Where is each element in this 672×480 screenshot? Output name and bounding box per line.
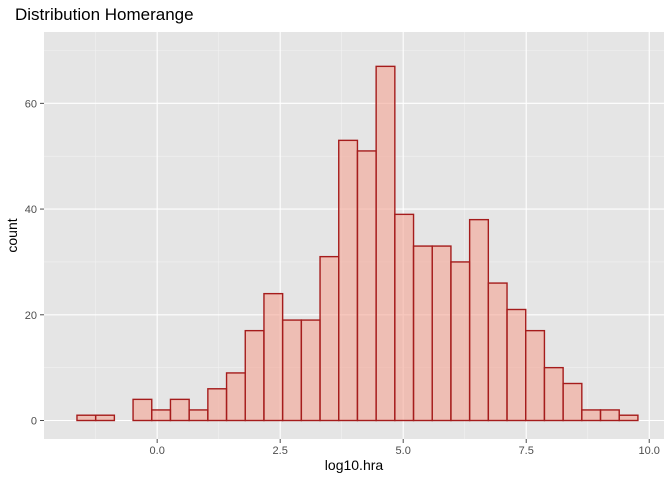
histogram-bar <box>562 382 583 422</box>
histogram-bar <box>581 409 602 422</box>
histogram-bar <box>244 329 265 422</box>
histogram-bar <box>412 245 433 422</box>
histogram-bar <box>225 372 246 422</box>
histogram-bar <box>132 398 153 422</box>
histogram-bar <box>300 319 321 422</box>
histogram-bar <box>281 319 303 422</box>
histogram-bar <box>618 414 639 422</box>
histogram-bar <box>319 255 340 422</box>
histogram-bars <box>76 65 639 422</box>
y-tick-label: 60 <box>25 98 37 110</box>
histogram-bar <box>394 213 415 422</box>
x-axis-title: log10.hra <box>325 457 384 473</box>
histogram-bar <box>94 414 116 422</box>
histogram-bar <box>487 282 508 422</box>
y-tick-label: 20 <box>25 310 37 322</box>
histogram-bar <box>263 292 284 422</box>
y-axis-title: count <box>4 218 20 252</box>
y-tick-label: 40 <box>25 204 37 216</box>
x-tick-label: 10.0 <box>639 445 660 457</box>
y-axis: 0 20 40 60 <box>25 98 44 428</box>
histogram-bar <box>468 218 490 422</box>
histogram-bar <box>375 65 396 422</box>
histogram-bar <box>431 245 452 422</box>
histogram-bar <box>543 366 564 422</box>
histogram-bar <box>207 388 228 422</box>
x-axis: 0.0 2.5 5.0 7.5 10.0 <box>150 439 660 457</box>
x-tick-label: 0.0 <box>150 445 165 457</box>
histogram-bar <box>450 261 471 422</box>
histogram-bar <box>525 329 546 422</box>
x-tick-label: 7.5 <box>519 445 534 457</box>
histogram-bar <box>338 139 359 422</box>
chart-title: Distribution Homerange <box>15 5 194 24</box>
y-tick-label: 0 <box>31 416 37 428</box>
histogram-bar <box>356 150 377 422</box>
histogram-bar <box>506 308 527 422</box>
histogram-bar <box>151 409 172 422</box>
histogram-bar <box>76 414 97 422</box>
x-tick-label: 2.5 <box>273 445 288 457</box>
x-tick-label: 5.0 <box>396 445 411 457</box>
histogram-bar <box>169 398 190 422</box>
histogram-bar <box>188 409 209 422</box>
histogram-bar <box>599 409 620 422</box>
